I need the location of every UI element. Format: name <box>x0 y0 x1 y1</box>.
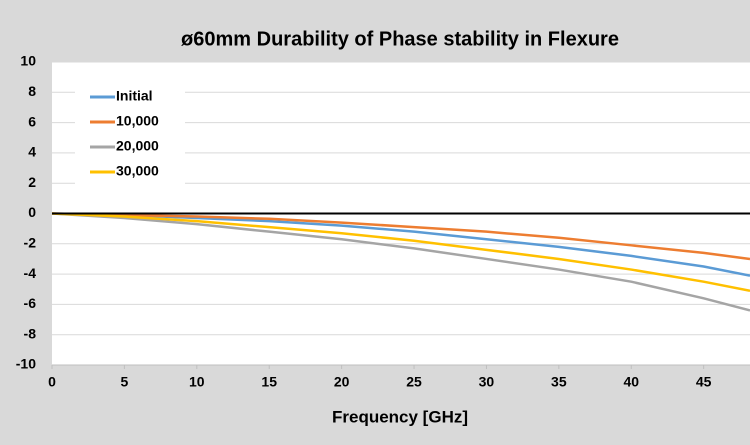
legend-box <box>75 85 185 185</box>
y-tick-label: 4 <box>28 144 36 160</box>
series-line <box>51 212 750 312</box>
y-tick-label: 2 <box>28 174 36 190</box>
x-tick-label: 35 <box>551 374 567 390</box>
x-tick-label: 45 <box>696 374 712 390</box>
chart-title: ø60mm Durability of Phase stability in F… <box>181 28 619 50</box>
y-tick-label: -10 <box>16 356 36 372</box>
y-tick-label: -2 <box>24 235 37 251</box>
y-tick-label: 6 <box>28 113 36 129</box>
y-tick-label: -8 <box>24 325 37 341</box>
y-tick-label: 10 <box>20 53 36 69</box>
y-tick-label: 8 <box>28 83 36 99</box>
x-tick-label: 40 <box>623 374 639 390</box>
series-line <box>51 212 750 261</box>
legend-label: 20,000 <box>116 138 159 154</box>
x-axis-label: Frequency [GHz] <box>332 407 468 426</box>
x-tick-label: 5 <box>121 374 129 390</box>
x-tick-label: 25 <box>406 374 422 390</box>
y-tick-label: -6 <box>24 295 37 311</box>
legend-label: 10,000 <box>116 113 159 129</box>
legend-label: Initial <box>116 88 153 104</box>
x-tick-label: 0 <box>48 374 56 390</box>
x-tick-label: 15 <box>261 374 277 390</box>
x-tick-label: 10 <box>189 374 205 390</box>
x-tick-label: 20 <box>334 374 350 390</box>
y-tick-label: 0 <box>28 204 36 220</box>
legend-label: 30,000 <box>116 163 159 179</box>
y-tick-label: -4 <box>24 265 37 281</box>
x-tick-label: 30 <box>479 374 495 390</box>
series-line <box>51 212 750 292</box>
